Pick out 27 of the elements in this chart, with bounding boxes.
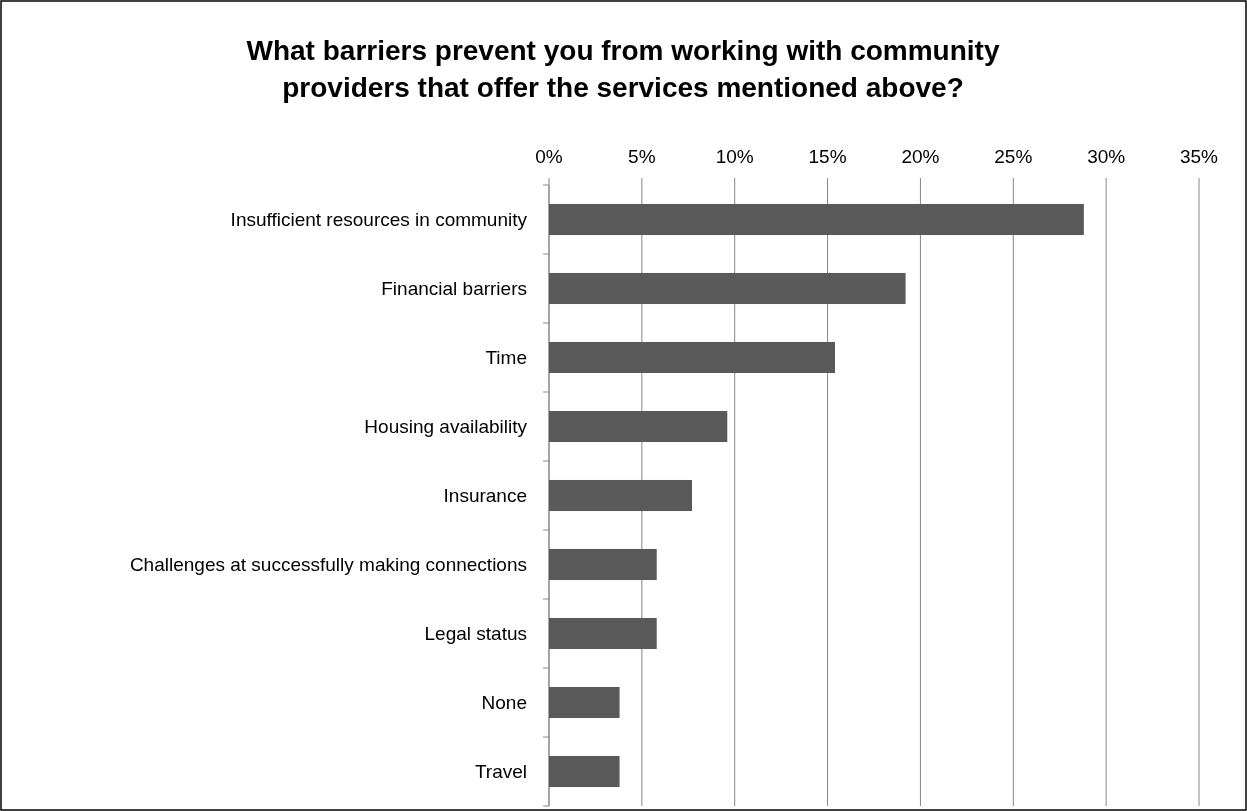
x-tick-label: 25% <box>994 146 1033 167</box>
y-tick-label: Legal status <box>424 623 527 645</box>
y-tick-label: Insufficient resources in community <box>230 209 528 231</box>
y-tick-label: Challenges at successfully making connections <box>129 554 527 576</box>
y-tick-label: Time <box>485 347 527 369</box>
y-tick-label: Financial barriers <box>381 278 527 300</box>
x-tick-label: 15% <box>808 146 847 167</box>
y-tick-label: Housing availability <box>364 416 528 438</box>
y-tick-label: Travel <box>474 761 527 783</box>
x-tick-label: 20% <box>901 146 940 167</box>
y-tick-label: Insurance <box>443 485 527 507</box>
x-tick-label: 5% <box>628 146 656 167</box>
y-tick-label: None <box>481 692 527 714</box>
bar <box>549 272 906 305</box>
x-tick-label: 30% <box>1087 146 1126 167</box>
bar <box>549 617 657 650</box>
chart-title: What barriers prevent you from working with community providers that offer the services mentioned above? <box>246 35 1000 103</box>
bar <box>549 410 728 443</box>
bar <box>549 755 620 788</box>
x-tick-label: 10% <box>715 146 754 167</box>
bar <box>549 203 1084 236</box>
bar <box>549 479 692 512</box>
bar <box>549 686 620 719</box>
x-tick-label: 0% <box>535 146 563 167</box>
x-tick-label: 35% <box>1179 146 1219 167</box>
bar <box>549 548 657 581</box>
bar <box>549 341 835 374</box>
